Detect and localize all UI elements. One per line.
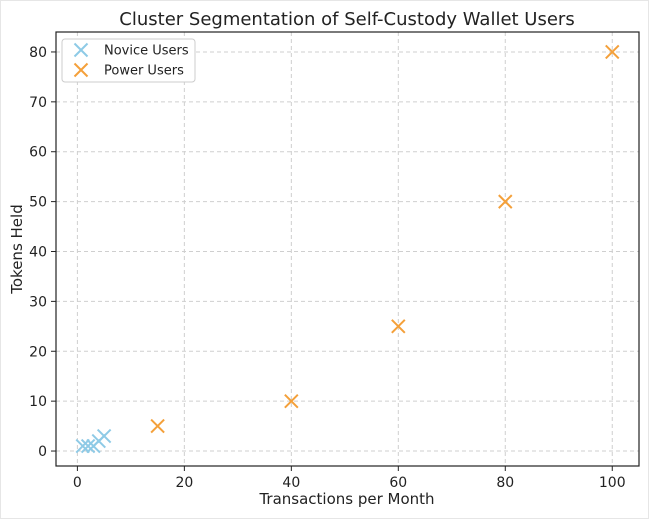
power-users-point <box>150 418 165 434</box>
novice-users-point <box>80 438 96 454</box>
legend-box <box>61 38 196 83</box>
power-users-point <box>284 393 299 409</box>
grid <box>56 32 639 466</box>
y-tick-label: 60 <box>29 145 47 161</box>
chart-title: Cluster Segmentation of Self-Custody Wal… <box>119 9 574 30</box>
x-tick-label: 0 <box>73 475 82 491</box>
power-users-point <box>391 319 406 334</box>
x-tick-label: 20 <box>175 475 193 491</box>
x-tick-label: 80 <box>496 475 514 491</box>
y-tick-label: 50 <box>29 195 47 211</box>
legend-marker-novice-users <box>73 42 89 58</box>
y-tick-label: 40 <box>29 244 47 260</box>
x-axis-label: Transactions per Month <box>258 490 434 508</box>
y-tick-label: 10 <box>29 394 47 410</box>
legend: Novice Users Power Users <box>61 38 196 83</box>
y-tick-label: 80 <box>29 45 47 61</box>
y-tick-label: 30 <box>29 294 47 310</box>
legend-marker-power-users <box>73 62 89 78</box>
x-tick-label: 100 <box>599 475 626 491</box>
novice-users-point <box>96 428 112 444</box>
power-users-point <box>605 44 620 60</box>
y-tick-label: 20 <box>29 344 47 360</box>
plot-area-frame <box>55 31 640 467</box>
legend-label-power-users: Power Users <box>104 64 184 79</box>
x-tick-label: 60 <box>389 475 407 491</box>
axis-ticks: 0 20 40 60 80 100 0 10 20 30 40 50 60 70 80 <box>29 45 625 491</box>
y-axis-label: Tokens Held <box>8 204 26 294</box>
power-users-point <box>498 194 513 209</box>
x-tick-label: 40 <box>282 475 300 491</box>
novice-users-point <box>75 438 90 454</box>
data-points <box>75 44 620 454</box>
y-tick-label: 0 <box>38 444 47 460</box>
legend-label-novice-users: Novice Users <box>104 44 189 59</box>
y-tick-label: 70 <box>29 95 47 111</box>
